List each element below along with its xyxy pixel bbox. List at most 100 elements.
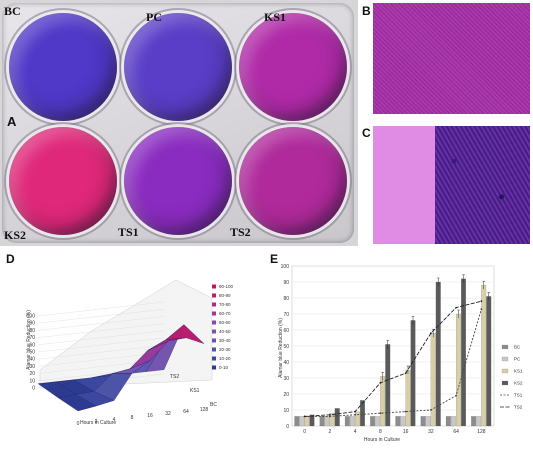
point-ts1 <box>404 410 407 413</box>
surface-legend-label: 10-20 <box>219 356 231 361</box>
bar-ks1 <box>329 413 335 427</box>
bar-chart-y-tick-label: 80 <box>283 296 289 302</box>
well-label-ks1: KS1 <box>264 10 287 24</box>
bar-ks1 <box>405 369 411 427</box>
surface-chart: Alamar blue Reduction (%) 01020304050607… <box>26 279 234 427</box>
bar-chart-y-axis-label: Alamar blue Reduction (%) <box>278 318 284 378</box>
surface-gridline <box>37 301 165 317</box>
panel-label-a: A <box>7 114 17 129</box>
surface-legend-label: 70-80 <box>219 302 231 307</box>
legend-label-bc: BC <box>514 345 521 350</box>
bar-ks1 <box>481 285 487 427</box>
surface-gridline <box>37 323 165 338</box>
surface-legend-label: 30-40 <box>219 338 231 343</box>
bar-bc <box>294 416 300 427</box>
surface-legend: 90-100 80-90 70-80 60-70 50-60 40-50 30-40 20-3… <box>212 284 234 370</box>
surface-z-tick-label: 70 <box>29 335 35 341</box>
bar-chart-y-tick-label: 0 <box>286 424 289 430</box>
surface-z-tick-label: 20 <box>29 371 35 377</box>
surface-legend-swatch <box>212 347 216 352</box>
bar-ks2 <box>486 296 492 427</box>
surface-x-tick-label: 128 <box>200 407 209 413</box>
well-label-ks2: KS2 <box>4 228 27 242</box>
micrograph-c <box>373 126 530 244</box>
bar-chart-y-tick-label: 50 <box>283 344 289 350</box>
legend-label-pc: PC <box>514 357 521 362</box>
surface-x-tick-label: 0 <box>77 421 80 427</box>
panel-label-b: B <box>362 4 371 18</box>
well-ts2 <box>239 127 347 235</box>
bar-chart-y-tick-label: 40 <box>283 360 289 366</box>
bar-chart: 0 10 20 30 40 50 60 70 80 90 100 0 2 4 8 16 32 64 128 BC PC… <box>278 264 523 443</box>
bar-chart-y-tick-label: 20 <box>283 392 289 398</box>
bar-pc <box>476 416 482 427</box>
line-ts1 <box>304 309 482 417</box>
surface-gridline <box>37 345 165 360</box>
culture-plate-photo: BC PC KS1 KS2 TS1 TS2 A <box>0 0 358 246</box>
surface-legend-swatch <box>212 311 216 316</box>
panel-label-e: E <box>270 252 279 266</box>
point-ts2 <box>379 381 382 384</box>
point-ts2 <box>480 300 483 303</box>
bar-pc <box>375 416 381 427</box>
surface-depth-ticks: BC KS1 TS2 <box>170 374 217 408</box>
point-ts1 <box>379 412 382 415</box>
point-ts2 <box>455 306 458 309</box>
surface-legend-swatch <box>212 356 216 361</box>
bar-chart-x-tick-label: 128 <box>477 429 486 435</box>
surface-legend-swatch <box>212 338 216 343</box>
surface-depth-tick-label: TS2 <box>170 374 179 380</box>
surface-legend-swatch <box>212 365 216 370</box>
legend-label-ts1: TS1 <box>514 393 523 398</box>
point-ts2 <box>303 415 306 418</box>
surface-z-axis-label: Alamar blue Reduction (%) <box>26 310 32 370</box>
surface-facet <box>165 324 205 344</box>
surface-z-tick-label: 0 <box>32 386 35 392</box>
surface-z-tick-label: 60 <box>29 342 35 348</box>
point-ts1 <box>480 308 483 311</box>
bar-ks2 <box>410 320 416 427</box>
point-ts1 <box>354 413 357 416</box>
surface-z-tick-label: 100 <box>27 314 36 320</box>
surface-x-axis-label: Hours in Culture <box>80 420 116 426</box>
surface-gridline <box>37 352 165 367</box>
bar-ks1 <box>304 416 310 427</box>
well-ts1 <box>124 127 232 235</box>
surface-legend-label: 40-50 <box>219 329 231 334</box>
surface-x-tick-label: 4 <box>113 417 116 423</box>
point-ts1 <box>328 415 331 418</box>
surface-legend-label: 50-60 <box>219 320 231 325</box>
bar-chart-x-tick-label: 8 <box>379 429 382 435</box>
legend-label-ks1: KS1 <box>514 369 523 374</box>
bar-pc <box>425 416 431 427</box>
point-ts2 <box>354 410 357 413</box>
micrograph-b <box>373 3 530 114</box>
bar-chart-y-tick-label: 70 <box>283 312 289 318</box>
surface-depth-tick-label: KS1 <box>190 388 200 394</box>
bar-bc <box>370 416 376 427</box>
bar-pc <box>450 416 456 427</box>
bar-chart-y-tick-label: 60 <box>283 328 289 334</box>
bar-chart-x-tick-label: 0 <box>303 429 306 435</box>
surface-z-tick-label: 40 <box>29 357 35 363</box>
surface-z-tick-label: 80 <box>29 328 35 334</box>
bar-bc <box>395 416 401 427</box>
point-ts1 <box>429 409 432 411</box>
bar-bc <box>344 416 350 427</box>
bar-chart-x-tick-label: 4 <box>354 429 357 435</box>
bar-chart-x-axis-label: Hours in Culture <box>364 437 400 443</box>
surface-gridlines <box>37 301 165 389</box>
well-bc <box>9 13 117 121</box>
surface-z-tick-label: 10 <box>29 378 35 384</box>
surface-z-tick-label: 90 <box>29 321 35 327</box>
line-ts2 <box>304 300 482 417</box>
bar-chart-lines <box>303 300 483 418</box>
bar-pc <box>324 416 330 427</box>
bar-pc <box>299 416 305 427</box>
bar-ks1 <box>430 333 436 427</box>
point-ts1 <box>455 394 458 397</box>
well-label-pc: PC <box>146 10 162 24</box>
bar-ks2 <box>334 408 340 427</box>
panel-label-d: D <box>6 252 15 266</box>
